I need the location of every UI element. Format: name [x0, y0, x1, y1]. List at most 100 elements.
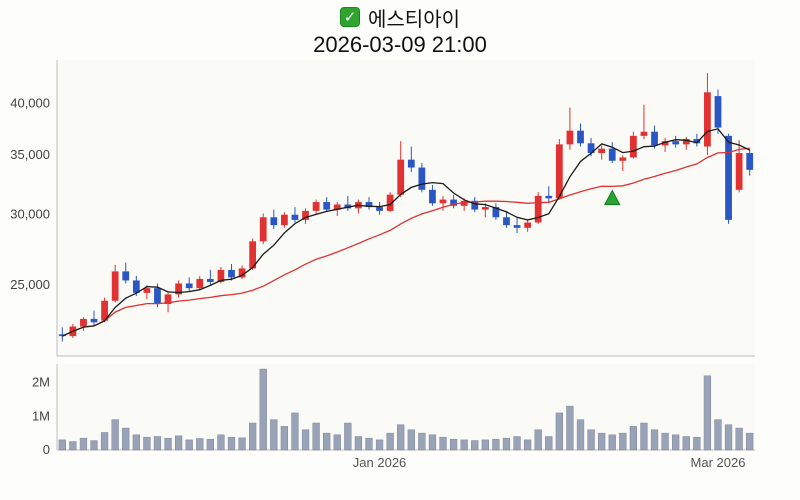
candle-body — [280, 214, 288, 226]
volume-tick-label: 1M — [32, 408, 50, 423]
candle-body — [460, 200, 468, 206]
candle-body — [545, 195, 553, 199]
volume-bar — [703, 375, 712, 451]
candle-body — [651, 131, 658, 146]
volume-bar — [111, 419, 119, 451]
volume-bar — [270, 419, 278, 451]
price-tick-label: 25,000 — [10, 277, 50, 292]
candle-body — [376, 207, 383, 211]
candle-body — [704, 92, 711, 147]
candle-body — [661, 141, 669, 146]
volume-bar — [217, 434, 225, 451]
volume-bar — [238, 437, 246, 451]
candle-body — [693, 139, 701, 144]
candle-body — [111, 271, 119, 301]
volume-bar — [354, 436, 363, 451]
volume-bar — [471, 440, 479, 451]
volume-bar — [481, 439, 489, 451]
candle-body — [291, 214, 299, 220]
volume-bar — [375, 439, 384, 451]
candle-body — [386, 194, 394, 211]
volume-bar — [79, 437, 88, 451]
candle-body — [122, 271, 130, 281]
volume-bar — [301, 429, 310, 451]
volume-bar — [746, 432, 754, 451]
volume-bar — [428, 434, 437, 451]
x-tick-label: Jan 2026 — [353, 455, 407, 470]
volume-bar — [259, 368, 267, 451]
volume-bar — [619, 432, 627, 451]
volume-bar — [100, 432, 109, 451]
candle-body — [566, 130, 574, 145]
volume-bar — [439, 436, 447, 451]
volume-bar — [333, 434, 341, 451]
x-tick-label: Mar 2026 — [691, 455, 746, 470]
candle-body — [101, 300, 108, 321]
candle-body — [503, 217, 510, 226]
candle-body — [270, 217, 278, 226]
volume-bar — [534, 429, 542, 451]
volume-bar — [566, 405, 574, 451]
volume-bar — [513, 436, 521, 451]
volume-panel — [57, 364, 755, 450]
volume-bar — [206, 438, 214, 451]
title-row: ✓ 에스티아이 — [0, 4, 800, 31]
price-tick-label: 30,000 — [10, 207, 50, 222]
volume-bar — [386, 432, 394, 451]
volume-bar — [227, 436, 236, 451]
candle-body — [513, 225, 521, 228]
volume-bar — [407, 429, 415, 451]
volume-bar — [523, 439, 532, 451]
volume-bar — [185, 439, 193, 451]
volume-bar — [714, 419, 722, 451]
candle-body — [143, 288, 151, 293]
candle-body — [217, 269, 225, 282]
volume-bar — [132, 434, 140, 451]
volume-bar — [460, 439, 468, 451]
candle-body — [312, 202, 320, 211]
candle-body — [481, 207, 489, 210]
chart-datetime: 2026-03-09 21:00 — [313, 32, 487, 57]
volume-bar — [312, 422, 320, 451]
axis-labels: 40,000 35,000 30,000 25,000 2M 1M 0 Jan 2026 Mar… — [10, 96, 745, 470]
price-tick-label: 40,000 — [10, 96, 50, 111]
candle-body — [714, 96, 722, 128]
volume-bar — [576, 419, 585, 451]
volume-bar — [608, 434, 616, 451]
series-title: 에스티아이 — [368, 8, 460, 31]
candle-body — [629, 135, 637, 158]
volume-bar — [640, 422, 648, 451]
price-panel — [57, 60, 755, 356]
volume-tick-label: 2M — [32, 375, 50, 390]
candle-body — [333, 204, 341, 210]
candle-body — [175, 283, 183, 295]
buy-marker-triangle-icon — [603, 189, 621, 206]
volume-bars — [58, 368, 754, 451]
candle-body — [492, 207, 500, 218]
candle-body — [58, 334, 66, 337]
candle-body — [164, 294, 172, 305]
candle-body — [555, 144, 563, 199]
volume-bar — [724, 424, 733, 451]
candle-body — [249, 241, 257, 269]
candle-body — [185, 283, 193, 289]
check-icon[interactable]: ✓ — [340, 7, 360, 27]
candle-body — [619, 157, 627, 161]
volume-bar — [344, 422, 352, 451]
candle-body — [598, 148, 606, 154]
volume-bar — [58, 439, 66, 451]
candle-body — [746, 153, 754, 170]
volume-bar — [661, 432, 669, 451]
candle-body — [534, 195, 542, 223]
volume-bar — [196, 438, 204, 451]
candle-body — [471, 200, 479, 210]
candle-body — [450, 199, 457, 206]
candle-body — [439, 199, 447, 204]
volume-tick-label: 0 — [43, 442, 50, 457]
volume-bar — [418, 432, 426, 451]
volume-bar — [69, 441, 77, 451]
candle-body — [725, 135, 732, 220]
volume-bar — [587, 429, 595, 451]
